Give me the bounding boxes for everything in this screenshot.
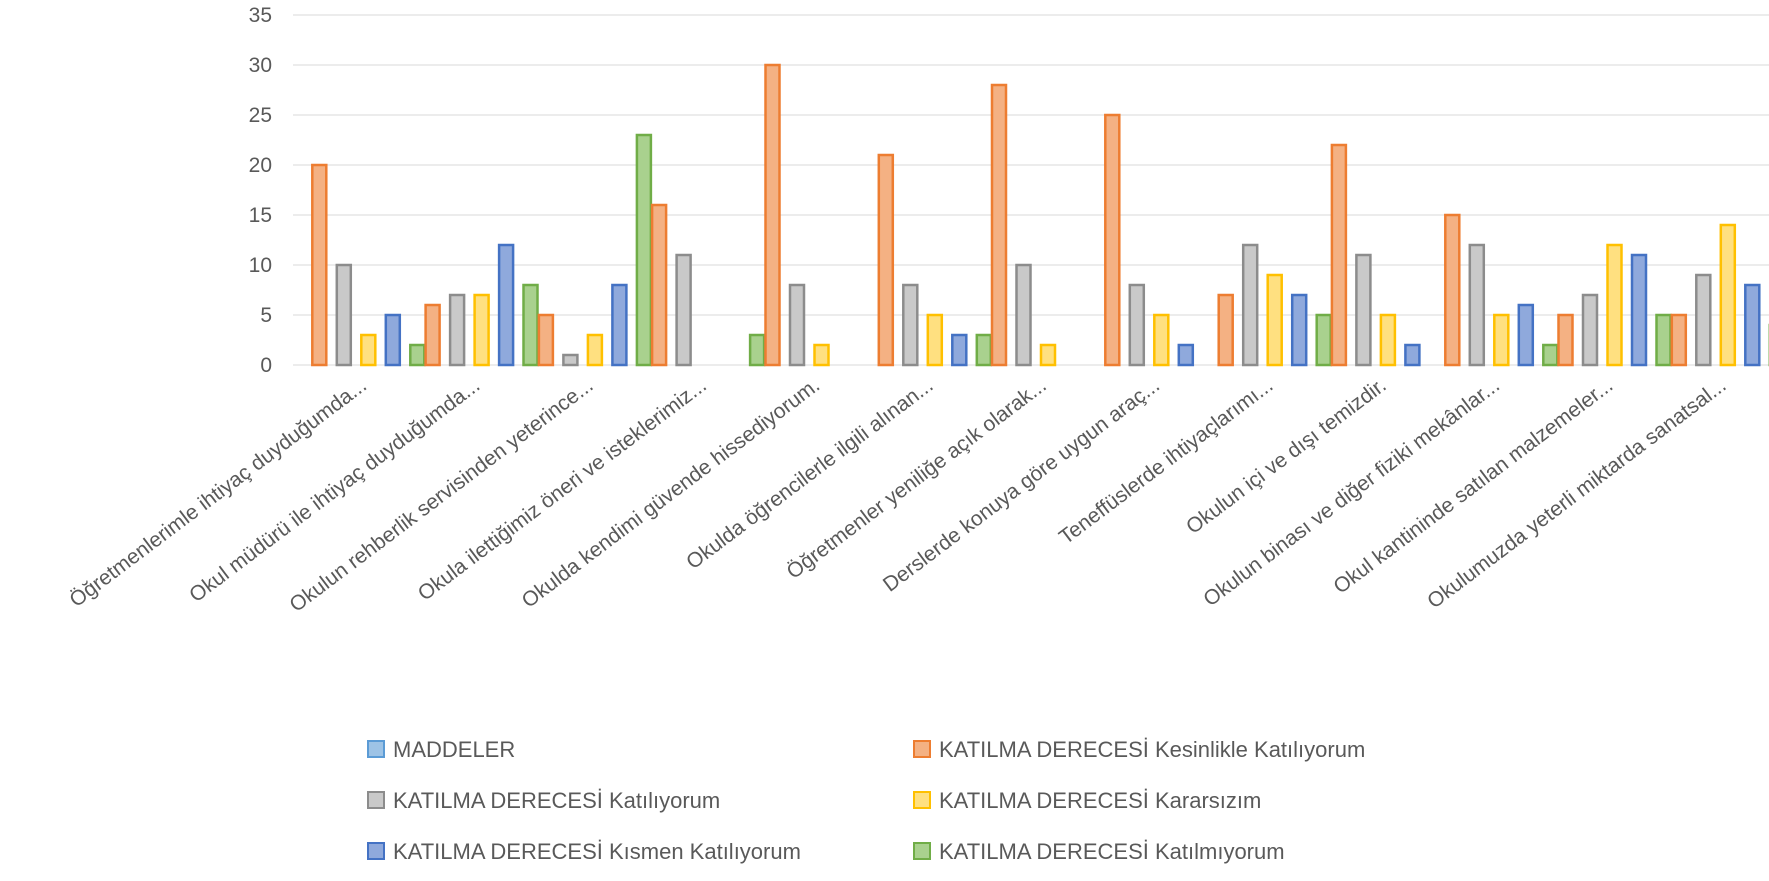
bars <box>311 63 1769 367</box>
legend-swatch <box>913 791 931 809</box>
bar <box>1379 313 1397 367</box>
legend: MADDELER KATILMA DERECESİ Kesinlikle Katı… <box>367 737 1365 864</box>
bar <box>1128 283 1146 367</box>
bar <box>424 303 441 367</box>
legend-label: KATILMA DERECESİ Katılıyorum <box>393 788 720 813</box>
bar <box>650 203 668 367</box>
bar <box>675 253 692 367</box>
y-tick-label: 30 <box>249 54 272 77</box>
bar <box>788 283 806 367</box>
bar <box>384 313 402 367</box>
legend-swatch <box>367 791 385 809</box>
bar <box>1404 343 1421 367</box>
x-axis: Öğretmenlerimle ihtiyaç duyduğumda...Oku… <box>65 374 1730 617</box>
bar <box>1330 143 1348 367</box>
bar <box>537 313 555 367</box>
bar <box>360 333 377 367</box>
bar <box>1670 313 1688 367</box>
y-axis: 0 5 10 15 20 25 30 35 <box>249 4 272 377</box>
bar <box>1241 243 1259 367</box>
bar <box>562 353 579 367</box>
bar <box>902 283 919 367</box>
bar <box>409 343 426 367</box>
bar <box>1744 283 1761 367</box>
y-tick-label: 0 <box>260 354 272 377</box>
bar <box>1493 313 1510 367</box>
legend-item: KATILMA DERECESİ Katılmıyorum <box>913 839 1285 864</box>
bar <box>990 83 1008 367</box>
bar <box>611 283 628 367</box>
bar <box>975 333 993 367</box>
bar <box>877 153 895 367</box>
bar <box>1630 253 1648 367</box>
legend-swatch <box>913 740 931 758</box>
x-tick-label: Teneffüslerde ihtiyaçlarımı... <box>1055 374 1277 549</box>
bar <box>448 293 466 367</box>
bar <box>522 283 539 367</box>
y-tick-label: 35 <box>249 4 272 27</box>
legend-item: KATILMA DERECESİ Katılıyorum <box>367 788 720 813</box>
legend-label: KATILMA DERECESİ Katılmıyorum <box>939 839 1285 864</box>
bar <box>1015 263 1032 367</box>
bar <box>748 333 766 367</box>
bar <box>473 293 490 367</box>
bar <box>1290 293 1308 367</box>
legend-swatch <box>913 842 931 860</box>
legend-item: KATILMA DERECESİ Kesinlikle Katılıyorum <box>913 737 1365 762</box>
bar <box>1719 223 1737 367</box>
bar <box>1606 243 1623 367</box>
bar <box>1581 293 1599 367</box>
x-tick-label: Okulun içi ve dışı temizdir. <box>1182 374 1391 539</box>
bar <box>335 263 353 367</box>
bar <box>497 243 515 367</box>
bar <box>1355 253 1372 367</box>
y-tick-label: 25 <box>249 104 272 127</box>
legend-item: KATILMA DERECESİ Kararsızım <box>913 788 1261 813</box>
bar <box>1468 243 1486 367</box>
bar <box>1517 303 1535 367</box>
bar <box>1557 313 1574 367</box>
bar <box>1444 213 1461 367</box>
bar <box>1153 313 1170 367</box>
bar <box>635 133 653 367</box>
bar <box>311 163 328 367</box>
bar <box>1217 293 1234 367</box>
bar <box>1039 343 1057 367</box>
bar <box>1695 273 1712 367</box>
bar <box>1177 343 1195 367</box>
bar <box>926 313 944 367</box>
legend-label: KATILMA DERECESİ Kısmen Katılıyorum <box>393 839 801 864</box>
legend-label: MADDELER <box>393 737 515 762</box>
y-tick-label: 10 <box>249 254 272 277</box>
y-tick-label: 20 <box>249 154 272 177</box>
bar <box>1542 343 1559 367</box>
bar <box>1315 313 1332 367</box>
legend-item: KATILMA DERECESİ Kısmen Katılıyorum <box>367 839 801 864</box>
legend-swatch <box>367 740 385 758</box>
bar <box>813 343 830 367</box>
bar <box>1266 273 1283 367</box>
legend-swatch <box>367 842 385 860</box>
legend-label: KATILMA DERECESİ Kesinlikle Katılıyorum <box>939 737 1365 762</box>
legend-item: MADDELER <box>367 737 515 762</box>
bar <box>586 333 604 367</box>
bar <box>1104 113 1121 367</box>
bar <box>764 63 781 367</box>
y-tick-label: 15 <box>249 204 272 227</box>
bar <box>951 333 968 367</box>
legend-label: KATILMA DERECESİ Kararsızım <box>939 788 1261 813</box>
bar <box>1655 313 1672 367</box>
y-tick-label: 5 <box>260 304 272 327</box>
